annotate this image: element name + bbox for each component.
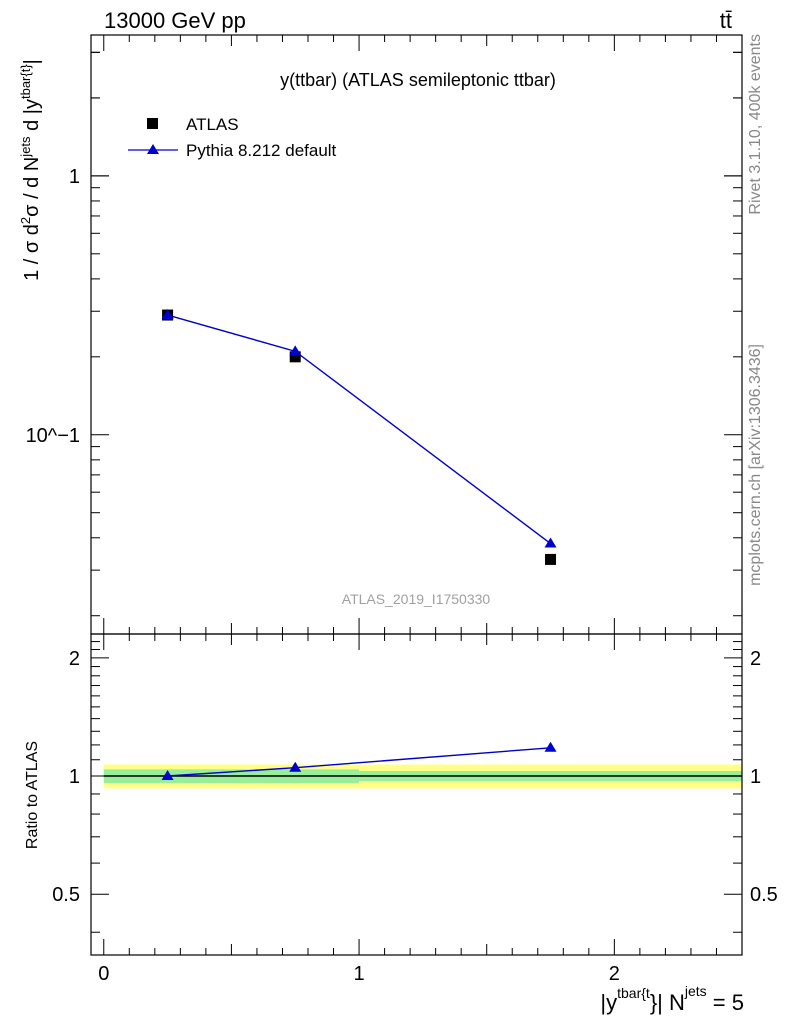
main-panel: 1 10^−1 bbox=[26, 34, 743, 955]
legend-atlas-marker bbox=[147, 118, 158, 129]
main-y-tick-label: 10^−1 bbox=[26, 425, 80, 447]
pythia-ratio-point bbox=[289, 761, 302, 772]
legend-pythia-marker bbox=[147, 144, 159, 154]
main-y-axis-label: 1 / σ d2σ / d Njets d |ytbar{t}| bbox=[18, 59, 43, 281]
mcplots-label: mcplots.cern.ch [arXiv:1306.3436] bbox=[747, 344, 764, 586]
ratio-y-tick-label: 1 bbox=[69, 766, 80, 788]
series-line-pythia bbox=[167, 314, 551, 545]
pythia-point bbox=[544, 537, 557, 548]
ratio-y-axis-label: Ratio to ATLAS bbox=[24, 741, 41, 849]
pythia-point bbox=[161, 309, 174, 320]
atlas-point bbox=[545, 553, 557, 565]
pythia-ratio-point bbox=[161, 770, 174, 781]
legend: ATLAS Pythia 8.212 default bbox=[128, 115, 337, 160]
data-marks bbox=[161, 309, 557, 781]
header-process-label: tt̄ bbox=[720, 8, 732, 33]
ratio-y-tick-label: 0.5 bbox=[52, 884, 80, 906]
legend-pythia-label: Pythia 8.212 default bbox=[186, 141, 337, 160]
atlas-point bbox=[289, 351, 301, 363]
analysis-watermark: ATLAS_2019_I1750330 bbox=[342, 591, 491, 607]
rivet-version-label: Rivet 3.1.10, 400k events bbox=[747, 34, 764, 215]
x-tick-label: 0 bbox=[98, 963, 109, 985]
ratio-frame bbox=[90, 633, 743, 956]
ratio-y-tick-label: 2 bbox=[69, 648, 80, 670]
ratio-y-tick-label-right: 2 bbox=[750, 648, 761, 670]
pythia-point bbox=[289, 345, 302, 356]
ratio-y-tick-label-right: 0.5 bbox=[750, 884, 778, 906]
pythia-ratio-point bbox=[544, 741, 557, 752]
legend-atlas-label: ATLAS bbox=[186, 115, 239, 134]
plot-title: y(ttbar) (ATLAS semileptonic ttbar) bbox=[280, 70, 556, 90]
x-tick-label: 2 bbox=[609, 963, 620, 985]
ratio-y-tick-label-right: 1 bbox=[750, 766, 761, 788]
header-energy-label: 13000 GeV pp bbox=[104, 8, 246, 33]
main-y-tick-label: 1 bbox=[69, 166, 80, 188]
x-axis-label: |ytbar{t}| Njets = 5 bbox=[600, 983, 744, 1015]
x-tick-label: 1 bbox=[353, 963, 364, 985]
ratio-panel: 0 1 2 2 2 1 1 0.5 0.5 bbox=[52, 633, 778, 985]
